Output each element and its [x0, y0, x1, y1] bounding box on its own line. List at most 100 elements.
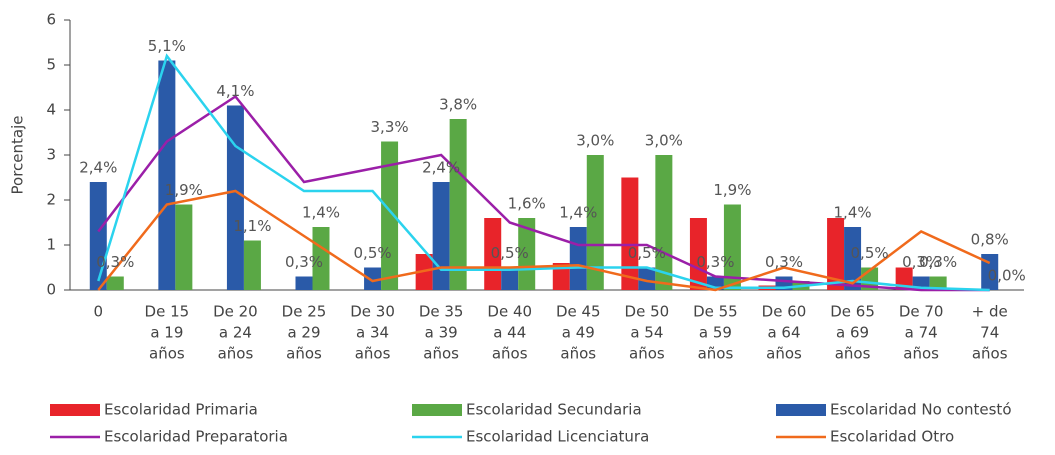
data-label: 1,4% — [302, 204, 340, 222]
bar — [381, 141, 399, 290]
y-tick-label: 6 — [46, 11, 56, 29]
x-tick-label: De 35 — [419, 303, 464, 321]
bar — [312, 227, 330, 290]
bar — [518, 218, 536, 290]
x-tick-label: De 40 — [487, 303, 532, 321]
legend-label: Escolaridad No contestó — [830, 401, 1012, 419]
x-tick-label: De 25 — [282, 303, 327, 321]
bar — [364, 267, 382, 290]
x-tick-label: años — [560, 345, 596, 363]
x-tick-label: a 59 — [699, 324, 732, 342]
data-label: 0,3% — [902, 253, 940, 271]
x-tick-label: años — [972, 345, 1008, 363]
data-label: 5,1% — [148, 37, 186, 55]
x-tick-label: 74 — [980, 324, 999, 342]
data-label: 0,3% — [765, 253, 803, 271]
data-label: 3,0% — [645, 132, 683, 150]
legend-label: Escolaridad Secundaria — [466, 401, 642, 419]
bar — [621, 177, 639, 290]
y-tick-label: 3 — [46, 146, 56, 164]
data-label: 1,4% — [559, 204, 597, 222]
x-tick-label: años — [835, 345, 871, 363]
legend-swatch — [412, 404, 462, 416]
x-tick-label: 0 — [94, 303, 104, 321]
bar — [484, 218, 502, 290]
bar — [844, 227, 862, 290]
data-label: 0,5% — [491, 244, 529, 262]
x-tick-label: De 15 — [145, 303, 190, 321]
x-tick-label: años — [492, 345, 528, 363]
data-label: 0,3% — [96, 253, 134, 271]
data-label: 0,0% — [988, 267, 1026, 285]
data-label: 1,4% — [834, 204, 872, 222]
bar — [226, 105, 244, 290]
x-tick-label: De 65 — [830, 303, 875, 321]
x-tick-label: De 55 — [693, 303, 738, 321]
y-tick-label: 5 — [46, 56, 56, 74]
data-label: 1,9% — [165, 181, 203, 199]
data-label: 3,3% — [371, 118, 409, 136]
x-tick-label: años — [286, 345, 322, 363]
x-tick-label: a 69 — [836, 324, 869, 342]
x-tick-label: a 34 — [356, 324, 389, 342]
data-label: 2,4% — [422, 159, 460, 177]
x-tick-label: a 29 — [287, 324, 320, 342]
x-tick-label: a 39 — [425, 324, 458, 342]
y-tick-label: 1 — [46, 236, 56, 254]
x-tick-label: a 54 — [630, 324, 663, 342]
x-tick-label: De 30 — [350, 303, 395, 321]
bar — [723, 204, 741, 290]
data-label: 1,6% — [508, 195, 546, 213]
x-tick-label: De 20 — [213, 303, 258, 321]
line — [97, 94, 990, 292]
data-label: 0,5% — [851, 244, 889, 262]
data-label: 3,0% — [576, 132, 614, 150]
data-label: 0,5% — [354, 244, 392, 262]
x-tick-label: De 60 — [762, 303, 807, 321]
x-tick-label: De 70 — [899, 303, 944, 321]
x-tick-label: a 24 — [219, 324, 252, 342]
bar — [655, 155, 673, 290]
data-label: 1,1% — [233, 217, 271, 235]
y-tick-label: 2 — [46, 191, 56, 209]
x-tick-label: a 19 — [150, 324, 183, 342]
x-tick-label: De 50 — [625, 303, 670, 321]
legend-label: Escolaridad Primaria — [104, 401, 258, 419]
data-label: 2,4% — [79, 159, 117, 177]
legend-label: Escolaridad Otro — [830, 428, 954, 446]
x-tick-label: a 49 — [562, 324, 595, 342]
y-tick-label: 4 — [46, 101, 56, 119]
legend-label: Escolaridad Licenciatura — [466, 428, 649, 446]
bar — [295, 276, 313, 290]
x-tick-label: años — [149, 345, 185, 363]
data-label: 0,3% — [285, 253, 323, 271]
bar — [175, 204, 193, 290]
legend-swatch — [776, 404, 826, 416]
bar — [552, 263, 570, 290]
x-tick-label: años — [629, 345, 665, 363]
x-tick-label: a 64 — [767, 324, 800, 342]
x-tick-label: años — [218, 345, 254, 363]
x-tick-label: años — [355, 345, 391, 363]
bar — [638, 267, 656, 290]
bar — [827, 218, 845, 290]
x-tick-label: años — [766, 345, 802, 363]
x-tick-label: a 74 — [905, 324, 938, 342]
x-tick-label: a 44 — [493, 324, 526, 342]
data-label: 0,3% — [696, 253, 734, 271]
bar — [89, 182, 107, 290]
data-label: 3,8% — [439, 96, 477, 114]
bar — [106, 276, 124, 290]
data-label: 1,9% — [713, 181, 751, 199]
data-label: 4,1% — [216, 82, 254, 100]
data-label: 0,5% — [628, 244, 666, 262]
x-tick-label: De 45 — [556, 303, 601, 321]
bar — [586, 155, 604, 290]
y-axis-label: Porcentaje — [9, 116, 27, 195]
bar — [158, 60, 176, 290]
x-tick-label: + de — [972, 303, 1008, 321]
bar — [243, 240, 261, 290]
legend-swatch — [50, 404, 100, 416]
bar — [981, 254, 999, 290]
